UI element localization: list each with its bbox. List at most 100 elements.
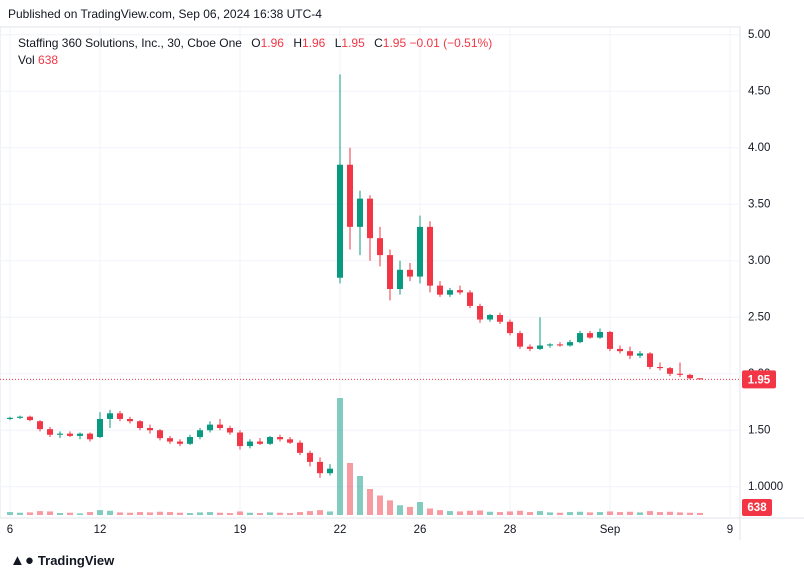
candle-body xyxy=(677,373,683,375)
volume-bar xyxy=(157,511,163,515)
candle-body xyxy=(457,290,463,293)
brand-name[interactable]: TradingView xyxy=(37,553,115,568)
candle-body xyxy=(557,344,563,346)
volume-bar xyxy=(17,512,23,515)
volume-bar xyxy=(37,511,43,515)
volume-bar xyxy=(177,512,183,515)
volume-bar xyxy=(47,511,53,515)
candle-body xyxy=(147,427,153,431)
candle-body xyxy=(197,430,203,438)
candle-body xyxy=(277,437,283,440)
legend-value: 1.96 xyxy=(302,36,326,50)
candle-body xyxy=(467,292,473,306)
candle-body xyxy=(127,418,133,422)
candle-body xyxy=(697,378,703,380)
candle-body xyxy=(7,417,13,419)
candle-body xyxy=(357,198,363,227)
volume-bar xyxy=(257,513,263,515)
candle-body xyxy=(287,439,293,443)
candle-body xyxy=(617,348,623,352)
volume-bar xyxy=(617,512,623,515)
volume-bar xyxy=(197,512,203,515)
volume-bar xyxy=(207,512,213,515)
volume-bar xyxy=(127,512,133,515)
volume-bar xyxy=(107,510,113,515)
candle-body xyxy=(177,441,183,444)
candle-body xyxy=(347,164,353,227)
volume-bar xyxy=(557,512,563,515)
volume-bar xyxy=(367,489,373,515)
x-tick-label: 22 xyxy=(334,524,347,536)
candle-body xyxy=(97,418,103,438)
candle-body xyxy=(577,333,583,343)
volume-bar xyxy=(497,512,503,515)
last-volume-label: 638 xyxy=(747,502,767,514)
candle-body xyxy=(337,164,343,278)
candle-body xyxy=(247,441,253,447)
candle-body xyxy=(67,433,73,436)
volume-bar xyxy=(27,512,33,515)
plot-frame xyxy=(0,26,741,519)
volume-bar xyxy=(97,510,103,515)
x-tick-label: 6 xyxy=(7,524,13,536)
candle-body xyxy=(387,255,393,290)
volume-bar xyxy=(547,512,553,515)
volume-bar xyxy=(297,512,303,515)
candle-body xyxy=(327,468,333,474)
legend-row: Vol 638 xyxy=(18,52,492,69)
volume-bar xyxy=(307,511,313,515)
legend-value: 1.95 xyxy=(382,36,407,50)
candle-body xyxy=(187,437,193,444)
candle-body xyxy=(267,437,273,444)
volume-bar xyxy=(407,506,413,515)
candle-body xyxy=(307,452,313,462)
volume-bar xyxy=(227,513,233,515)
candle-body xyxy=(77,433,83,436)
candle-body xyxy=(627,351,633,356)
candle-body xyxy=(157,430,163,439)
volume-bar xyxy=(677,512,683,515)
volume-bar xyxy=(627,511,633,515)
volume-bar xyxy=(317,510,323,515)
candle-body xyxy=(377,238,383,256)
candle-body xyxy=(507,321,513,334)
volume-bar xyxy=(147,512,153,515)
candle-body xyxy=(517,333,523,347)
volume-bar xyxy=(267,512,273,515)
candle-body xyxy=(477,305,483,320)
volume-bar xyxy=(477,510,483,515)
volume-bar xyxy=(597,512,603,515)
candle-body xyxy=(527,346,533,349)
candle-body xyxy=(107,413,113,419)
volume-bar xyxy=(577,511,583,515)
candle-body xyxy=(137,421,143,428)
candle-body xyxy=(397,269,403,290)
candle-body xyxy=(487,315,493,320)
legend-change: −0.01 (−0.51%) xyxy=(409,36,493,50)
candle-body xyxy=(47,429,53,435)
y-tick-label: 3.00 xyxy=(748,255,770,267)
volume-bar xyxy=(77,513,83,515)
candle-body xyxy=(27,416,33,421)
volume-bar xyxy=(247,512,253,515)
volume-bar xyxy=(457,511,463,515)
candle-body xyxy=(437,285,443,295)
x-tick-label: 9 xyxy=(727,524,733,536)
volume-bar xyxy=(357,476,363,515)
volume-bar xyxy=(587,512,593,515)
x-tick-label: 12 xyxy=(94,524,107,536)
volume-bar xyxy=(7,512,13,515)
legend-key: H xyxy=(293,36,302,50)
volume-bar xyxy=(87,512,93,515)
candle-body xyxy=(647,353,653,367)
volume-bar xyxy=(217,512,223,515)
symbol-title: Staffing 360 Solutions, Inc., 30, Cboe O… xyxy=(18,36,242,50)
volume-bar xyxy=(667,511,673,515)
volume-bar xyxy=(287,513,293,515)
y-tick-label: 5.00 xyxy=(748,29,770,41)
candle-body xyxy=(417,226,423,277)
brand-logo[interactable]: ▲● TradingView xyxy=(10,552,115,569)
last-volume-box xyxy=(742,499,772,516)
y-tick-label: 1.50 xyxy=(748,424,770,436)
